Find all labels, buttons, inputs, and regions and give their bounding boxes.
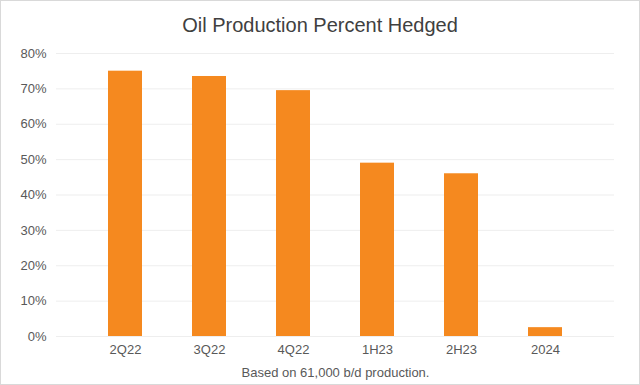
svg-text:3Q22: 3Q22 xyxy=(194,342,226,357)
svg-text:20%: 20% xyxy=(20,258,46,273)
html-text:Oil Production Percent Hedged: Oil Production Percent Hedged xyxy=(182,14,458,36)
svg-text:2Q22: 2Q22 xyxy=(110,342,142,357)
svg-text:40%: 40% xyxy=(20,187,46,202)
svg-text:30%: 30% xyxy=(20,223,46,238)
svg-text:70%: 70% xyxy=(20,81,46,96)
svg-text:2H23: 2H23 xyxy=(446,342,477,357)
svg-text:1H23: 1H23 xyxy=(362,342,393,357)
svg-text:10%: 10% xyxy=(20,293,46,308)
svg-text:2024: 2024 xyxy=(531,342,560,357)
svg-text:50%: 50% xyxy=(20,152,46,167)
svg-text:4Q22: 4Q22 xyxy=(278,342,310,357)
svg-text:0%: 0% xyxy=(28,329,47,344)
svg-text:80%: 80% xyxy=(20,46,46,61)
svg-text:60%: 60% xyxy=(20,116,46,131)
svg-text:Based on 61,000 b/d production: Based on 61,000 b/d production. xyxy=(242,365,430,380)
